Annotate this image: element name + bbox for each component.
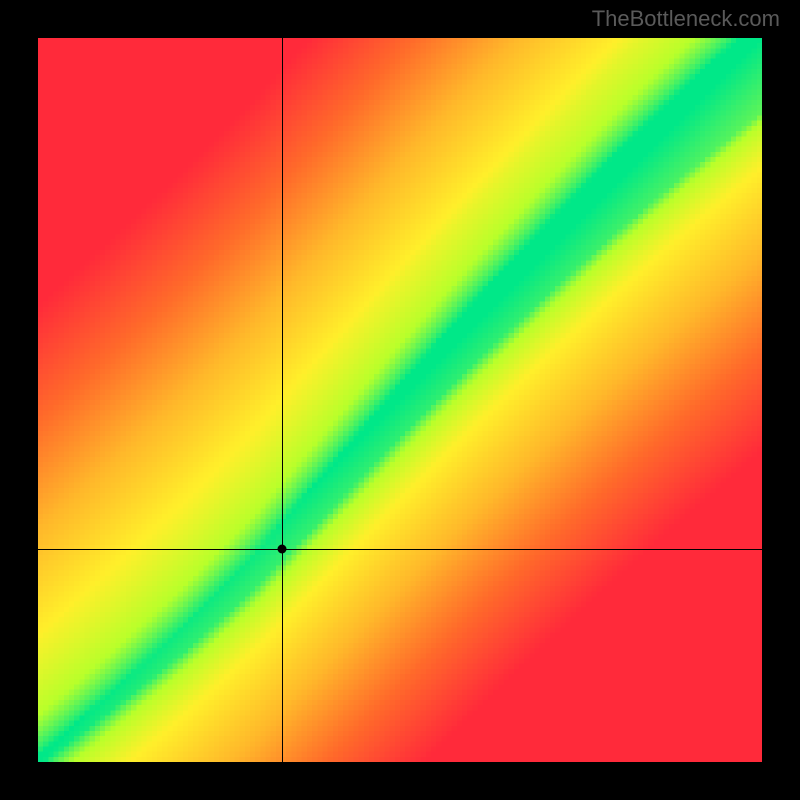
crosshair-marker [277, 545, 286, 554]
watermark-text: TheBottleneck.com [592, 6, 780, 32]
crosshair-horizontal [38, 549, 762, 550]
plot-area [38, 38, 762, 762]
heatmap-canvas [38, 38, 762, 762]
chart-container: TheBottleneck.com [0, 0, 800, 800]
crosshair-vertical [282, 38, 283, 762]
